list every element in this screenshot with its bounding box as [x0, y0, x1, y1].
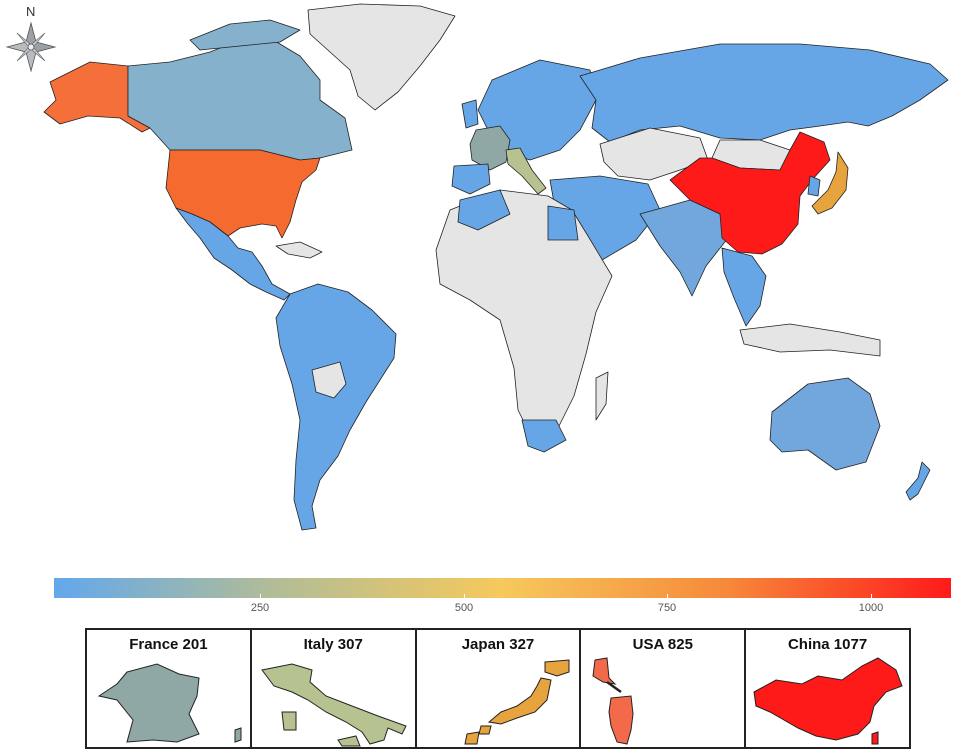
panel-japan: Japan 327 — [417, 630, 582, 747]
compass-rose-icon — [5, 21, 57, 73]
country-greenland — [307, 3, 456, 111]
legend-tick-mark — [464, 594, 465, 598]
panel-italy: Italy 307 — [252, 630, 417, 747]
italy-outline-icon — [260, 663, 407, 747]
country-caribbean — [275, 241, 323, 259]
panel-france: France 201 — [87, 630, 252, 747]
country-southeast-asia — [721, 247, 767, 327]
country-india — [639, 199, 729, 297]
legend-tick-mark — [667, 594, 668, 598]
legend-ticks: 250 500 750 1000 — [54, 594, 951, 616]
legend-tick-label: 250 — [250, 602, 270, 614]
country-central-asia — [599, 127, 709, 181]
country-korea — [807, 175, 821, 197]
country-egypt — [547, 205, 579, 241]
country-spain — [451, 163, 491, 195]
country-south-africa — [521, 419, 567, 453]
panel-title-japan: Japan 327 — [461, 636, 535, 653]
legend-tick-label: 750 — [657, 602, 677, 614]
legend-tick-label: 1000 — [858, 602, 884, 614]
country-france — [469, 125, 511, 171]
country-canada — [127, 37, 353, 161]
panel-title-france: France 201 — [129, 636, 208, 653]
country-europe-north — [477, 59, 597, 161]
country-south-america — [275, 283, 397, 531]
legend-tick-label: 500 — [454, 602, 474, 614]
legend-tick-mark — [871, 594, 872, 598]
compass-rose: N — [4, 2, 58, 73]
panel-title-china: China 1077 — [787, 636, 868, 653]
country-russia — [579, 43, 949, 143]
country-indonesia — [739, 323, 881, 357]
panel-title-italy: Italy 307 — [303, 636, 363, 653]
panel-title-usa: USA 825 — [632, 636, 693, 653]
country-africa — [435, 189, 613, 443]
country-japan — [811, 151, 849, 215]
panel-usa: USA 825 — [581, 630, 747, 747]
compass-north-label: N — [26, 4, 36, 19]
country-algeria — [457, 189, 511, 231]
color-scale-legend: 250 500 750 1000 — [54, 578, 951, 616]
china-outline-icon — [753, 657, 903, 745]
country-new-zealand — [905, 461, 931, 501]
color-gradient-bar — [54, 578, 951, 598]
country-alaska — [43, 61, 151, 133]
country-uk — [461, 99, 479, 129]
japan-outline-icon — [463, 659, 570, 745]
france-outline-icon — [97, 663, 242, 743]
usa-outline-icon — [592, 657, 634, 745]
country-madagascar — [595, 371, 609, 421]
world-choropleth-map — [43, 3, 949, 531]
panel-china: China 1077 — [746, 630, 909, 747]
country-bolivia — [311, 361, 347, 399]
country-italy — [505, 147, 547, 195]
country-canada-islands — [189, 19, 301, 51]
top-countries-panels: France 201 Italy 307 Japan 327 USA 825 — [85, 628, 911, 749]
country-australia — [769, 377, 881, 471]
legend-tick-mark — [260, 594, 261, 598]
